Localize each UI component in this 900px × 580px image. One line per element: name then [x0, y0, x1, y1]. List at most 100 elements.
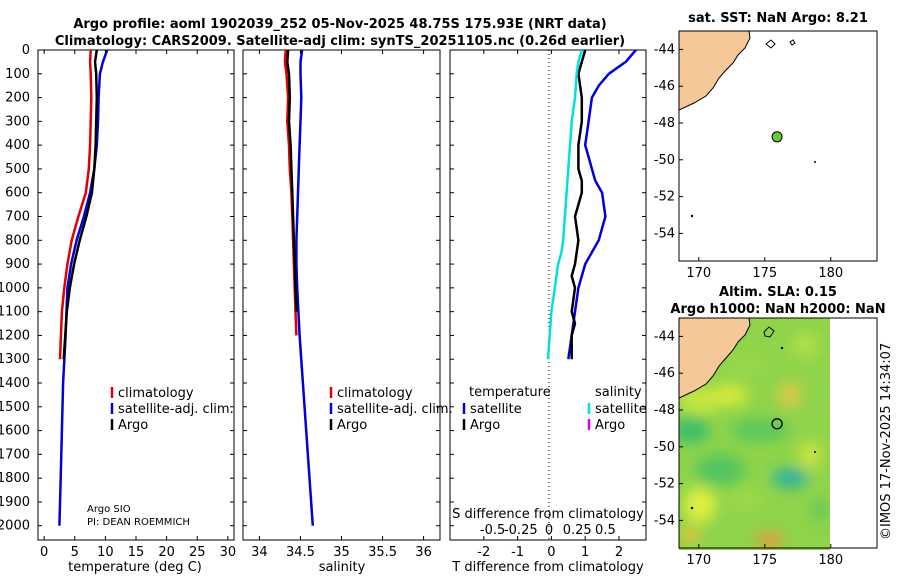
x-tick-label: 0	[547, 545, 555, 560]
x-tick-label: 35	[333, 545, 350, 560]
depth-tick-label: 1100	[0, 305, 30, 320]
x-tick-label: 10	[97, 545, 114, 560]
x-tick-label: 20	[158, 545, 175, 560]
legend-label-argo: Argo	[118, 418, 148, 433]
profile-lines	[58, 49, 637, 526]
legend-label-climatology: climatology	[118, 386, 194, 401]
x-tick-label: 34.5	[286, 545, 315, 560]
series-line-argo	[62, 49, 99, 360]
x2-tick-label: -0.25	[504, 523, 538, 538]
x2-tick-label: -0.5	[480, 523, 505, 538]
difference-panel-frame	[449, 49, 647, 541]
x-tick-label: 15	[128, 545, 145, 560]
map-x-tick-label: 180	[818, 553, 843, 568]
x-tick-label: 36	[415, 545, 432, 560]
map-x-tick-label: 175	[752, 266, 777, 281]
legend-label-satellite: satellite-adj. clim.	[118, 402, 234, 417]
map-y-tick-label: -52	[654, 190, 675, 205]
difference-legend: temperature salinity satellite Argo sate…	[462, 385, 647, 433]
island-dot	[814, 451, 816, 453]
s-difference-xlabel: S difference from climatology	[452, 507, 644, 522]
depth-tick-label: 400	[5, 138, 30, 153]
map-y-tick-label: -44	[654, 329, 675, 344]
x-tick-label: 35.5	[368, 545, 397, 560]
island-dot	[780, 346, 784, 350]
figure-title-line1: Argo profile: aoml 1902039_252 05-Nov-20…	[73, 17, 606, 32]
legend-label-argo-t: Argo	[470, 418, 500, 433]
imos-timestamp: ©IMOS 17-Nov-2025 14:34:07	[879, 343, 894, 540]
map-y-tick-label: -46	[654, 366, 675, 381]
t-difference-xlabel: T difference from climatology	[451, 560, 644, 575]
salinity-legend: climatology satellite-adj. clim. Argo	[329, 386, 453, 433]
temperature-xlabel: temperature (deg C)	[68, 560, 202, 575]
x-tick-label: 5	[71, 545, 79, 560]
depth-tick-label: 1000	[0, 281, 30, 296]
island-dot	[814, 161, 816, 163]
chatham-islands	[763, 326, 775, 338]
map-y-tick-label: -54	[654, 226, 675, 241]
figure-title-line2: Climatology: CARS2009. Satellite-adj cli…	[55, 34, 625, 49]
series-line-satellite-adj-clim-	[58, 49, 109, 526]
salinity-panel-frame	[242, 49, 441, 541]
depth-tick-label: 1700	[0, 447, 30, 462]
argo-pi-label: PI: DEAN ROEMMICH	[87, 517, 190, 528]
depth-tick-label: 1600	[0, 424, 30, 439]
series-line-satellite-s	[546, 49, 584, 360]
map-y-tick-label: -52	[654, 477, 675, 492]
series-line-climatology	[58, 49, 93, 360]
map-x-tick-label: 170	[686, 553, 711, 568]
x2-tick-label: 0.25	[563, 523, 592, 538]
legend-label-argo: Argo	[337, 418, 367, 433]
map-y-tick-label: -44	[654, 42, 675, 57]
depth-tick-label: 1400	[0, 376, 30, 391]
island-dot	[690, 506, 694, 510]
sst-map-land	[679, 31, 816, 218]
map-x-tick-label: 170	[686, 266, 711, 281]
sla-heatmap-patches	[679, 333, 830, 548]
depth-tick-label: 1200	[0, 328, 30, 343]
series-line-satellite-t	[567, 49, 637, 360]
sla-map-title-line1: Altim. SLA: 0.15	[719, 285, 837, 300]
series-line-argo	[286, 49, 298, 312]
temperature-legend: climatology satellite-adj. clim. Argo	[110, 386, 234, 433]
x-tick-label: 0	[40, 545, 48, 560]
sla-map-frame	[678, 317, 878, 549]
argo-location-marker	[771, 131, 783, 143]
x2-tick-label: 0	[545, 523, 553, 538]
depth-tick-label: 800	[5, 233, 30, 248]
legend-label-satellite: satellite-adj. clim.	[337, 402, 453, 417]
legend-header-salinity: salinity	[595, 385, 642, 400]
island-outline	[789, 39, 796, 46]
depth-tick-label: 1900	[0, 495, 30, 510]
x-tick-label: 34	[251, 545, 268, 560]
x-tick-label: -1	[511, 545, 524, 560]
x2-tick-label: 0.5	[595, 523, 616, 538]
legend-header-temperature: temperature	[469, 385, 551, 400]
new-zealand-land	[679, 318, 751, 399]
depth-tick-label: 900	[5, 257, 30, 272]
map-y-tick-label: -46	[654, 79, 675, 94]
map-x-tick-label: 175	[752, 553, 777, 568]
map-y-tick-label: -50	[654, 153, 675, 168]
depth-tick-label: 1300	[0, 352, 30, 367]
x-tick-label: 30	[220, 545, 237, 560]
salinity-xlabel: salinity	[319, 560, 366, 575]
sla-map-land	[679, 318, 816, 510]
island-dot	[690, 214, 694, 218]
depth-tick-label: 500	[5, 162, 30, 177]
series-line-satellite-adj-clim-	[295, 49, 315, 526]
map-y-tick-label: -54	[654, 513, 675, 528]
map-y-tick-label: -50	[654, 440, 675, 455]
depth-tick-label: 1800	[0, 471, 30, 486]
argo-location-marker	[771, 418, 783, 430]
depth-tick-label: 200	[5, 91, 30, 106]
map-x-tick-label: 180	[818, 266, 843, 281]
x-tick-label: 25	[189, 545, 206, 560]
depth-axis: 0 100 200 300 400 500 600 700 800 900 1000 1100 1200…	[0, 43, 646, 534]
sst-map-title: sat. SST: NaN Argo: 8.21	[688, 11, 868, 26]
legend-label-climatology: climatology	[337, 386, 413, 401]
legend-label-satellite-s: satellite	[595, 402, 647, 417]
x-tick-label: 1	[581, 545, 589, 560]
map-y-tick-label: -48	[654, 403, 675, 418]
chatham-islands	[765, 39, 776, 49]
